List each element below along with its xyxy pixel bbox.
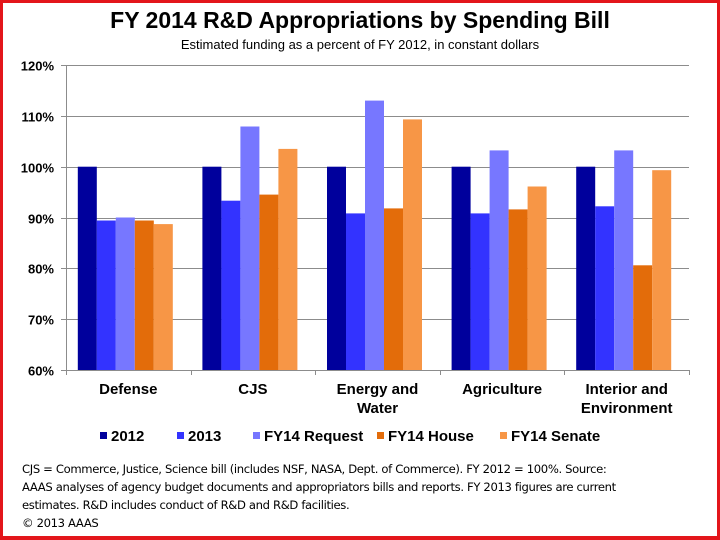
legend-label: 2013 (188, 428, 222, 445)
bar-fy14-request-energy-and-water (365, 100, 384, 370)
bar-fy14-house-interior-and-environment (633, 265, 653, 370)
bars (77, 100, 672, 371)
x-category-label: Interior and (585, 381, 668, 398)
bar-2012-defense (77, 166, 97, 370)
bar-2012-energy-and-water (327, 166, 346, 370)
legend-swatch (253, 432, 260, 439)
x-category-label: Environment (581, 400, 673, 417)
bar-2013-defense (96, 220, 116, 370)
y-tick-label: 110% (21, 110, 54, 125)
chart-subtitle: Estimated funding as a percent of FY 201… (180, 37, 540, 52)
y-tick-label: 90% (28, 212, 54, 227)
footnote-line: AAAS analyses of agency budget documents… (22, 480, 616, 494)
x-category-label: Water (357, 400, 398, 417)
legend-swatch (377, 432, 384, 439)
footnote-line: © 2013 AAAS (22, 516, 99, 530)
x-category-label: Agriculture (462, 381, 542, 398)
legend-item: 2013 (177, 428, 221, 445)
y-tick-label: 60% (28, 364, 54, 379)
legend-item: FY14 Senate (500, 428, 600, 445)
y-tick-label: 70% (28, 313, 54, 328)
x-category-label: Energy and (337, 381, 419, 398)
bar-2013-cjs (221, 200, 241, 370)
x-category-labels: Defense CJS Energy and Water Agriculture Inte… (99, 381, 672, 417)
legend-swatch (500, 432, 507, 439)
y-tick-labels: 60% 70% 80% 90% 100% 110% 120% (21, 59, 55, 379)
footnote-line: CJS = Commerce, Justice, Science bill (i… (22, 462, 607, 476)
y-tick-label: 120% (21, 59, 55, 74)
legend-label: FY14 Request (264, 428, 364, 445)
bar-fy14-request-interior-and-environment (614, 150, 634, 370)
bar-fy14-senate-agriculture (527, 186, 547, 370)
bar-2012-cjs (202, 166, 222, 370)
y-tick-label: 100% (21, 161, 55, 176)
bar-fy14-senate-energy-and-water (403, 119, 422, 371)
legend-label: 2012 (111, 428, 145, 445)
bar-fy14-house-cjs (259, 194, 279, 370)
legend-swatch (177, 432, 184, 439)
bar-fy14-request-cjs (240, 126, 260, 370)
legend-item: 2012 (100, 428, 144, 445)
bar-2012-agriculture (451, 166, 471, 370)
axes (61, 65, 690, 375)
bar-2013-agriculture (470, 213, 490, 370)
bar-fy14-request-agriculture (489, 150, 509, 370)
legend-label: FY14 House (388, 428, 474, 445)
x-category-label: CJS (238, 381, 267, 398)
bar-fy14-senate-cjs (278, 148, 298, 370)
x-category-label: Defense (99, 381, 157, 398)
legend-swatch (100, 432, 107, 439)
bar-fy14-senate-interior-and-environment (652, 170, 672, 370)
footnote: CJS = Commerce, Justice, Science bill (i… (22, 460, 712, 532)
bar-fy14-house-energy-and-water (384, 208, 403, 370)
bar-fy14-house-agriculture (508, 209, 528, 370)
bar-fy14-request-defense (115, 217, 135, 370)
bar-fy14-house-defense (134, 220, 154, 370)
y-tick-label: 80% (28, 262, 54, 277)
bar-2013-interior-and-environment (595, 206, 615, 370)
legend-label: FY14 Senate (511, 428, 601, 445)
bar-fy14-senate-defense (153, 224, 173, 370)
bar-2012-interior-and-environment (576, 166, 596, 370)
chart-title: FY 2014 R&D Appropriations by Spending B… (110, 7, 610, 33)
bar-2013-energy-and-water (346, 213, 365, 370)
legend-item: FY14 Request (253, 428, 363, 445)
legend-item: FY14 House (377, 428, 474, 445)
footnote-line: estimates. R&D includes conduct of R&D a… (22, 498, 350, 512)
